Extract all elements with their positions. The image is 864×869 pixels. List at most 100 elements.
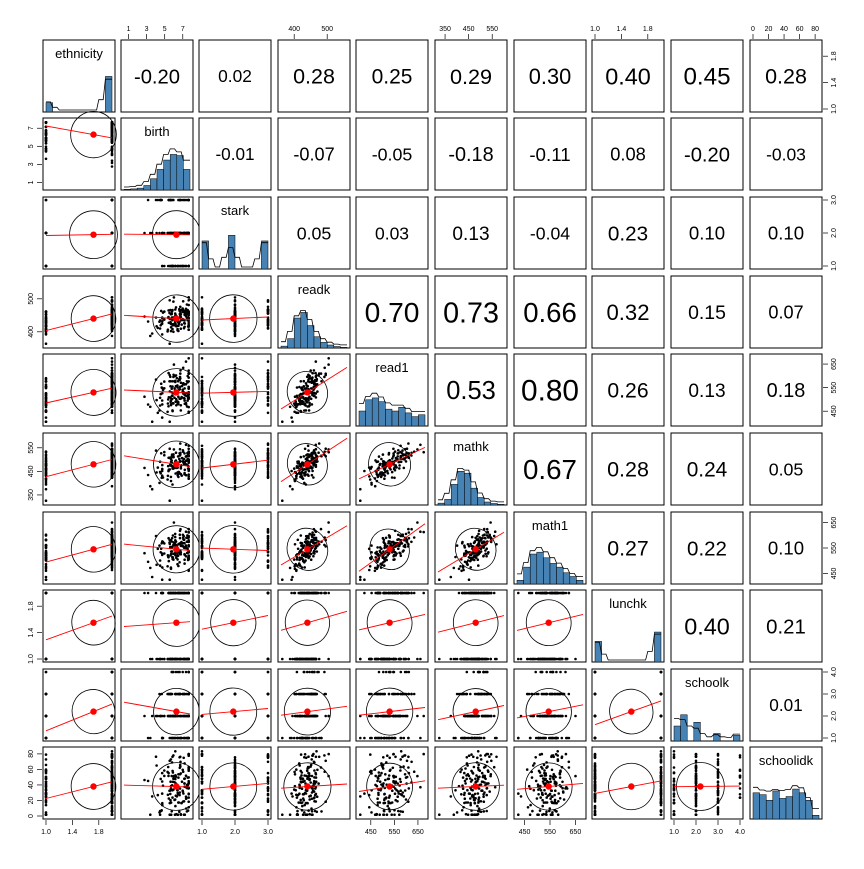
scatter-point: [375, 473, 378, 476]
scatter-point: [234, 378, 237, 381]
scatter-point: [163, 454, 166, 457]
scatter-point: [467, 559, 470, 562]
scatter-point: [201, 499, 204, 502]
scatter-point: [234, 533, 237, 536]
scatter-point: [176, 658, 179, 661]
scatter-point: [312, 452, 315, 455]
scatter-point: [160, 323, 163, 326]
scatter-point: [111, 466, 114, 469]
scatter-point: [111, 142, 114, 145]
scatter-point: [174, 533, 177, 536]
scatter-point: [183, 562, 186, 565]
mean-point: [386, 546, 392, 552]
scatter-point: [394, 592, 397, 595]
scatter-point: [267, 554, 270, 557]
scatter-point: [180, 327, 183, 330]
scatter-point: [171, 465, 174, 468]
mean-point: [173, 315, 179, 321]
scatter-point: [384, 468, 387, 471]
scatter-point: [183, 538, 186, 541]
scatter-point: [315, 539, 318, 542]
scatter-point: [267, 530, 270, 533]
scatter-point: [185, 313, 188, 316]
scatter-point: [185, 315, 188, 318]
histogram-bar: [307, 326, 314, 348]
scatter-point: [574, 658, 577, 661]
scatter-point: [151, 488, 154, 491]
scatter-point: [386, 470, 389, 473]
scatter-point: [267, 360, 270, 363]
scatter-point: [397, 461, 400, 464]
mean-point: [90, 546, 96, 552]
correlation-label: 0.10: [768, 223, 804, 244]
scatter-point: [45, 488, 48, 491]
scatter-point: [234, 468, 237, 471]
scatter-point: [234, 671, 237, 674]
scatter-point: [172, 558, 175, 561]
scatter-point: [289, 406, 292, 409]
scatter-point: [477, 539, 480, 542]
scatter-point: [45, 404, 48, 407]
scatter-point: [201, 693, 204, 696]
scatter-point: [111, 671, 114, 674]
scatter-point: [172, 402, 175, 405]
scatter-point: [320, 380, 323, 383]
scatter-point: [327, 521, 330, 524]
scatter-point: [312, 658, 315, 661]
histogram-bar: [379, 402, 386, 426]
scatter-point: [178, 452, 181, 455]
scatter-point: [173, 296, 176, 299]
scatter-point: [166, 411, 169, 414]
scatter-point: [234, 310, 237, 313]
scatter-point: [474, 592, 477, 595]
scatter-point: [45, 416, 48, 419]
variable-label-math1: math1: [532, 518, 568, 533]
scatter-point: [359, 488, 362, 491]
scatter-point: [301, 542, 304, 545]
scatter-point: [234, 335, 237, 338]
panel-box: [356, 590, 428, 662]
scatter-point: [159, 319, 162, 322]
scatter-point: [294, 543, 297, 546]
scatter-point: [45, 392, 48, 395]
scatter-point: [397, 547, 400, 550]
correlation-label: -0.04: [530, 223, 570, 243]
mean-point: [173, 546, 179, 552]
scatter-point: [179, 309, 182, 312]
scatter-point: [151, 576, 154, 579]
scatter-point: [398, 464, 401, 467]
scatter-point: [310, 539, 313, 542]
correlation-label: 0.40: [605, 63, 651, 89]
scatter-point: [308, 409, 311, 412]
scatter-point: [308, 470, 311, 473]
scatter-point: [296, 386, 299, 389]
scatter-point: [291, 488, 294, 491]
scatter-point: [267, 327, 270, 330]
scatter-point: [450, 576, 453, 579]
mean-point: [90, 315, 96, 321]
scatter-point: [267, 372, 270, 375]
scatter-point: [149, 335, 152, 338]
scatter-point: [159, 397, 162, 400]
scatter-point: [171, 658, 174, 661]
scatter-point: [300, 463, 303, 466]
scatter-point: [311, 474, 314, 477]
scatter-point: [111, 472, 114, 475]
scatter-point: [477, 544, 480, 547]
scatter-point: [311, 536, 314, 539]
scatter-point: [201, 658, 204, 661]
scatter-point: [267, 466, 270, 469]
mean-point: [304, 389, 310, 395]
scatter-point: [174, 536, 177, 539]
scatter-point: [149, 567, 152, 570]
scatter-point: [183, 592, 186, 595]
scatter-point: [45, 199, 48, 202]
scatter-point: [407, 528, 410, 531]
mean-point: [90, 461, 96, 467]
histogram-bar: [524, 567, 531, 584]
scatter-point: [111, 374, 114, 377]
scatter-point: [301, 554, 304, 557]
scatter-point: [234, 448, 237, 451]
scatter-point: [170, 380, 173, 383]
scatter-point: [182, 449, 185, 452]
